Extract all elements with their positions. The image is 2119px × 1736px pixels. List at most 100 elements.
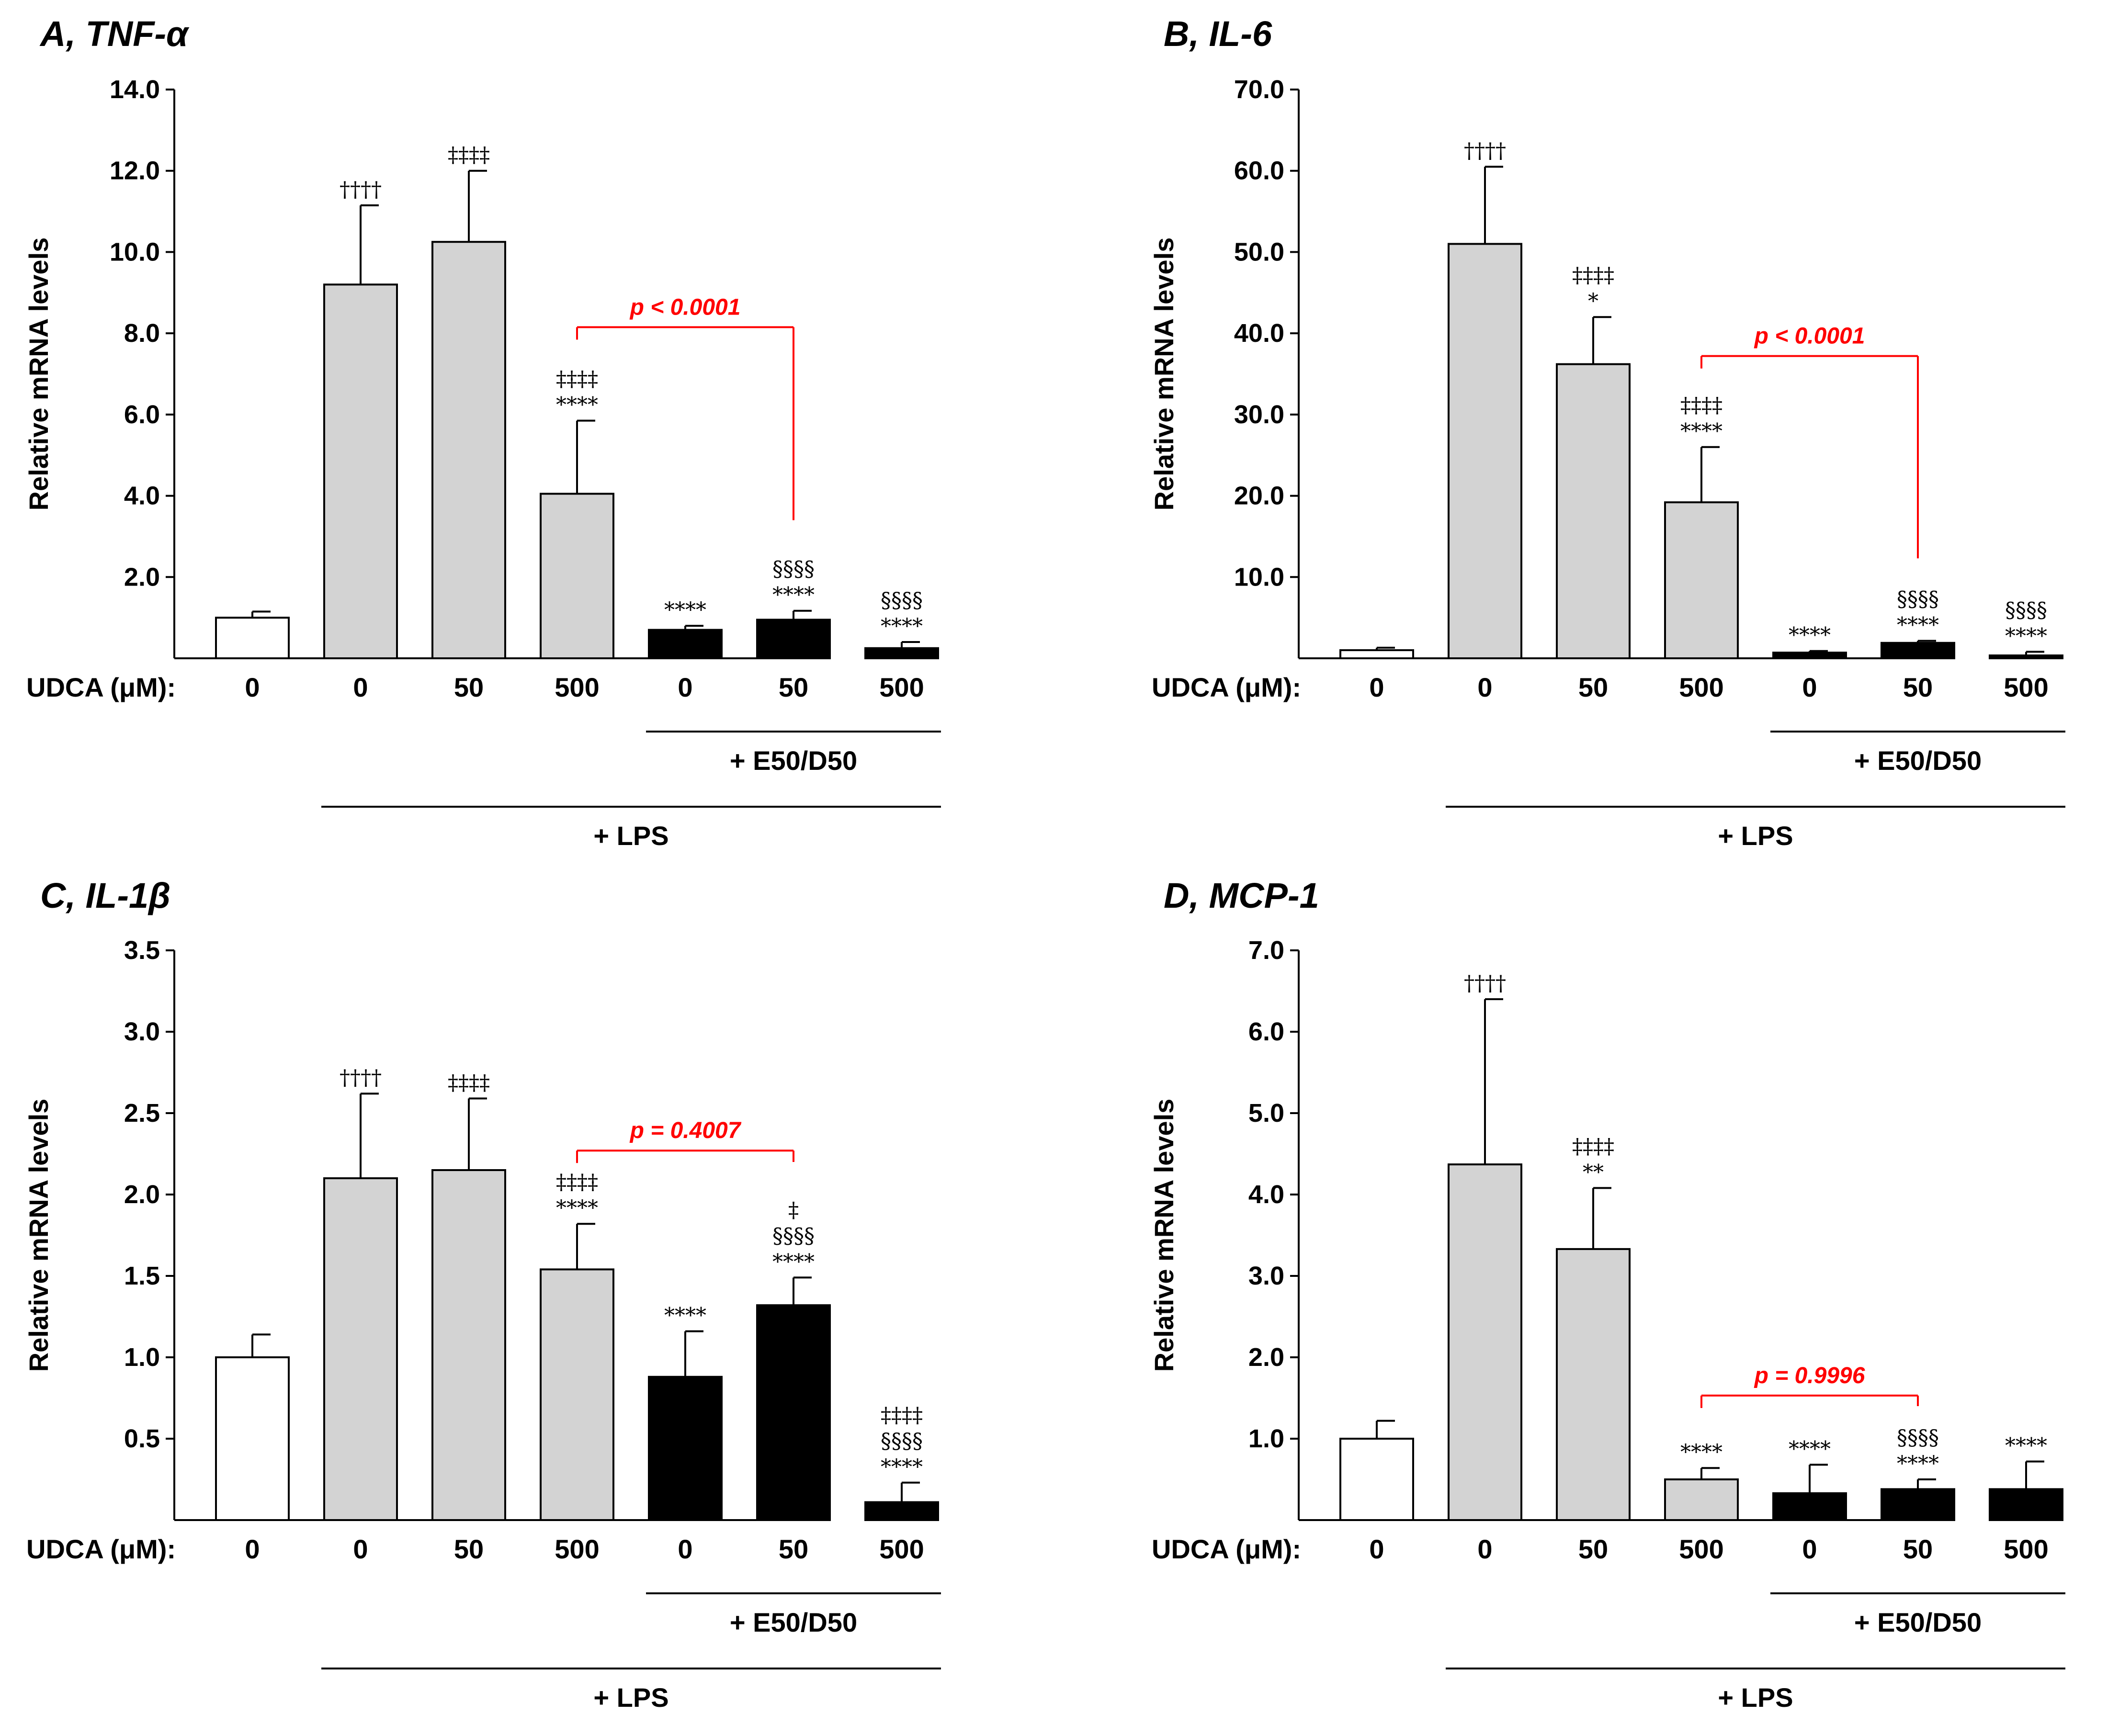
significance-marker: **** bbox=[664, 1304, 706, 1328]
significance-marker: ‡ bbox=[788, 1198, 799, 1222]
y-tick-label: 8.0 bbox=[124, 319, 160, 348]
significance-marker: ‡‡‡‡ bbox=[556, 1170, 598, 1195]
x-tick-label: 50 bbox=[454, 672, 484, 702]
y-tick-label: 0.5 bbox=[124, 1424, 160, 1453]
y-tick-label: 6.0 bbox=[1248, 1017, 1284, 1046]
bar bbox=[1339, 1438, 1414, 1521]
significance-marker: **** bbox=[1897, 1452, 1939, 1476]
significance-marker: †††† bbox=[340, 178, 382, 202]
y-tick-label: 2.0 bbox=[124, 563, 160, 591]
y-tick-label: 10.0 bbox=[1234, 563, 1284, 591]
significance-marker: **** bbox=[1789, 623, 1831, 648]
significance-marker: **** bbox=[556, 1196, 598, 1220]
y-tick-label: 4.0 bbox=[1248, 1180, 1284, 1209]
significance-marker: **** bbox=[881, 614, 923, 639]
x-tick-label: 0 bbox=[1802, 1534, 1817, 1564]
bar bbox=[1989, 654, 2063, 659]
significance-marker: **** bbox=[556, 393, 598, 417]
significance-marker: †††† bbox=[1464, 139, 1506, 163]
bar bbox=[431, 241, 506, 659]
y-tick-label: 2.5 bbox=[124, 1099, 160, 1127]
significance-marker: ‡‡‡‡ bbox=[448, 143, 490, 168]
y-tick-label: 50.0 bbox=[1234, 237, 1284, 266]
p-value-label: p < 0.0001 bbox=[1754, 324, 1865, 349]
x-axis-prefix: UDCA (μM): bbox=[26, 1534, 176, 1564]
x-tick-label: 0 bbox=[678, 1534, 692, 1564]
significance-marker: **** bbox=[1897, 613, 1939, 638]
y-tick-label: 30.0 bbox=[1234, 400, 1284, 429]
bar bbox=[215, 617, 290, 659]
bar bbox=[323, 1177, 398, 1521]
x-tick-label: 500 bbox=[879, 672, 924, 702]
bar bbox=[1664, 501, 1739, 659]
x-tick-label: 0 bbox=[1477, 672, 1492, 702]
significance-marker: †††† bbox=[340, 1066, 382, 1090]
y-tick-label: 3.0 bbox=[124, 1017, 160, 1046]
significance-marker: * bbox=[1588, 289, 1598, 314]
significance-marker: **** bbox=[881, 1455, 923, 1479]
y-tick-label: 10.0 bbox=[110, 237, 160, 266]
x-tick-label: 50 bbox=[779, 672, 808, 702]
significance-marker: §§§§ bbox=[2005, 598, 2047, 622]
y-tick-label: 2.0 bbox=[1248, 1343, 1284, 1372]
bar bbox=[540, 1268, 614, 1521]
bar bbox=[1448, 243, 1522, 659]
x-tick-label: 50 bbox=[1578, 672, 1608, 702]
bar bbox=[540, 493, 614, 660]
p-value-label: p = 0.9996 bbox=[1754, 1363, 1865, 1388]
x-tick-label: 0 bbox=[1369, 672, 1384, 702]
y-tick-label: 6.0 bbox=[124, 400, 160, 429]
x-tick-label: 0 bbox=[245, 1534, 260, 1564]
group-label-lps: + LPS bbox=[593, 1682, 669, 1713]
bar bbox=[756, 619, 831, 660]
bar bbox=[215, 1356, 290, 1521]
panel-title: A, TNF-α bbox=[39, 14, 190, 54]
panel-title: B, IL-6 bbox=[1164, 14, 1272, 54]
significance-marker: §§§§ bbox=[772, 557, 815, 582]
significance-marker: ‡‡‡‡ bbox=[1572, 1134, 1614, 1159]
significance-marker: ‡‡‡‡ bbox=[1572, 263, 1614, 288]
y-tick-label: 5.0 bbox=[1248, 1099, 1284, 1127]
y-tick-label: 7.0 bbox=[1248, 936, 1284, 965]
x-tick-label: 0 bbox=[245, 672, 260, 702]
significance-marker: **** bbox=[1789, 1437, 1831, 1461]
significance-marker: **** bbox=[1680, 419, 1722, 444]
x-tick-label: 50 bbox=[454, 1534, 484, 1564]
x-tick-label: 50 bbox=[1903, 1534, 1933, 1564]
panel-a: A, TNF-α Relative mRNA levels 2.0 4.0 6.0 8.0… bbox=[23, 14, 941, 851]
group-label-e50d50: + E50/D50 bbox=[1854, 1607, 1982, 1637]
y-axis-label: Relative mRNA levels bbox=[1149, 1099, 1179, 1372]
y-axis-label: Relative mRNA levels bbox=[23, 237, 54, 511]
x-tick-label: 500 bbox=[2004, 1534, 2048, 1564]
y-tick-label: 2.0 bbox=[124, 1180, 160, 1209]
significance-marker: ‡‡‡‡ bbox=[448, 1071, 490, 1095]
x-tick-label: 500 bbox=[555, 672, 599, 702]
x-tick-label: 50 bbox=[1578, 1534, 1608, 1564]
x-tick-label: 500 bbox=[879, 1534, 924, 1564]
bar bbox=[431, 1169, 506, 1521]
x-tick-label: 0 bbox=[1802, 672, 1817, 702]
x-tick-label: 500 bbox=[555, 1534, 599, 1564]
y-tick-label: 40.0 bbox=[1234, 319, 1284, 348]
panel-c: C, IL-1β Relative mRNA levels 0.5 1.0 1.5 2.0… bbox=[23, 876, 941, 1713]
significance-marker: ‡‡‡‡ bbox=[881, 1403, 923, 1428]
y-tick-label: 1.0 bbox=[1248, 1424, 1284, 1453]
bar bbox=[1989, 1488, 2063, 1521]
y-tick-label: 12.0 bbox=[110, 157, 160, 185]
bar bbox=[1448, 1163, 1522, 1522]
x-tick-label: 50 bbox=[779, 1534, 808, 1564]
significance-marker: **** bbox=[772, 583, 815, 608]
y-axis-label: Relative mRNA levels bbox=[1149, 237, 1179, 511]
y-tick-label: 14.0 bbox=[110, 75, 160, 104]
bar bbox=[1772, 1492, 1847, 1521]
bar bbox=[1556, 363, 1631, 659]
y-tick-label: 3.5 bbox=[124, 936, 160, 965]
significance-marker: ‡‡‡‡ bbox=[556, 367, 598, 392]
panel-d: D, MCP-1 Relative mRNA levels 1.0 2.0 3.0 4.0… bbox=[1149, 876, 2065, 1713]
y-tick-label: 1.0 bbox=[124, 1343, 160, 1372]
significance-marker: **** bbox=[2005, 1434, 2047, 1458]
x-axis-prefix: UDCA (μM): bbox=[26, 672, 176, 702]
panel-title: D, MCP-1 bbox=[1164, 876, 1319, 915]
x-tick-label: 500 bbox=[1679, 1534, 1723, 1564]
significance-marker: §§§§ bbox=[1897, 587, 1939, 612]
